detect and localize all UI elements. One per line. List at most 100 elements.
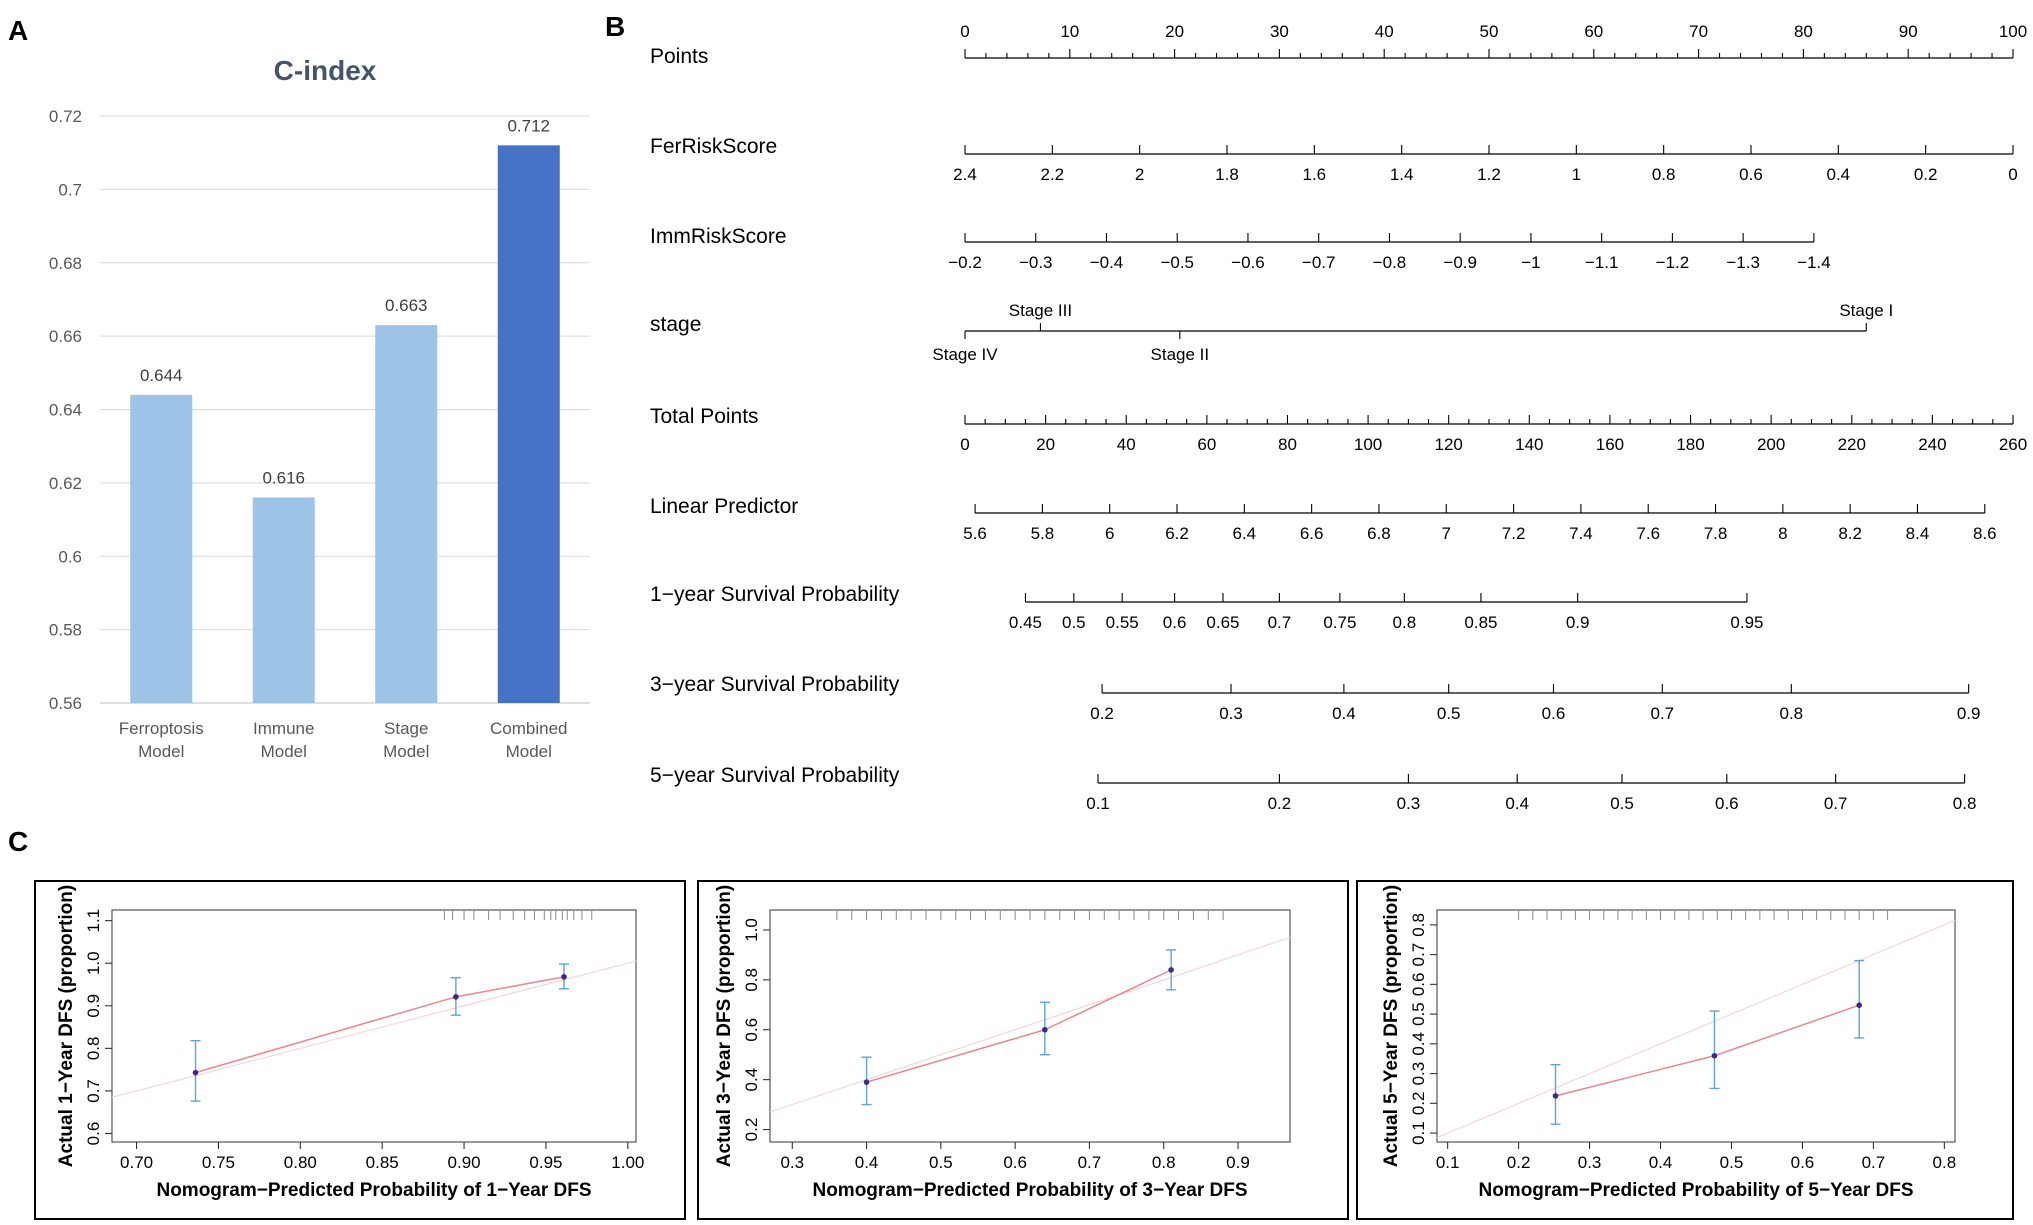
data-point xyxy=(863,1079,870,1085)
y-tick-label: 0.8 xyxy=(742,968,761,992)
y-tick-label: 0.2 xyxy=(1409,1092,1428,1116)
x-tick-label: 0.8 xyxy=(1152,1153,1176,1172)
x-axis-title: Nomogram−Predicted Probability of 1−Year… xyxy=(156,1180,591,1201)
calibration-frame-5-year xyxy=(1356,880,2014,1220)
scale-tick-label: 0.7 xyxy=(1651,704,1675,723)
scale-tick-label: 0.5 xyxy=(1610,794,1634,813)
x-tick-label: 0.75 xyxy=(202,1153,235,1172)
scale-tick-label: 7 xyxy=(1442,524,1451,543)
calibration-line xyxy=(195,976,565,1074)
x-tick-label: 0.7 xyxy=(1862,1153,1886,1172)
scale-tick-label: 8.2 xyxy=(1838,524,1862,543)
scale-tick-label: 0.65 xyxy=(1206,613,1239,632)
scale-tick-label: −0.8 xyxy=(1373,253,1407,272)
panel-label-a: A xyxy=(8,15,28,46)
panel-label-c: C xyxy=(8,826,28,857)
scale-tick-label: 40 xyxy=(1375,22,1394,41)
y-tick-label: 0.56 xyxy=(49,694,82,713)
scale-tick-label: 180 xyxy=(1676,435,1704,454)
scale-tick-label: 20 xyxy=(1036,435,1055,454)
y-axis-title: Actual 1−Year DFS (proportion) xyxy=(56,885,77,1167)
scale-tick-label: 6.2 xyxy=(1165,524,1189,543)
data-point xyxy=(1856,1002,1863,1008)
scale-tick-label: 240 xyxy=(1918,435,1946,454)
scale-tick-label: 0.7 xyxy=(1824,794,1848,813)
x-tick-label: 0.6 xyxy=(1791,1153,1815,1172)
scale-tick-label: 0.5 xyxy=(1062,613,1086,632)
data-point xyxy=(1042,1026,1048,1033)
x-tick-label: 0.9 xyxy=(1226,1153,1250,1172)
scale-tick-label: 0.4 xyxy=(1827,165,1851,184)
y-tick-label: 0.5 xyxy=(1409,1002,1428,1026)
bar xyxy=(252,497,315,703)
scale-tick-label: 0.4 xyxy=(1332,704,1356,723)
scale-tick-label: 100 xyxy=(1354,435,1382,454)
y-tick-label: 1.1 xyxy=(84,909,103,933)
scale-tick-label: 0.8 xyxy=(1779,704,1803,723)
scale-tick-label: −0.2 xyxy=(948,253,982,272)
plot-frame xyxy=(769,909,1291,1143)
scale-tick-label: 0.3 xyxy=(1219,704,1243,723)
x-tick-label: 0.3 xyxy=(780,1153,804,1172)
scale-tick-label: 80 xyxy=(1278,435,1297,454)
x-tick-label: 0.4 xyxy=(855,1153,879,1172)
scale-tick-label: 0 xyxy=(960,22,969,41)
data-point xyxy=(1711,1052,1718,1059)
x-tick-label: 1.00 xyxy=(611,1153,644,1172)
y-tick-label: 0.7 xyxy=(58,180,82,199)
y-tick-label: 0.4 xyxy=(1409,1032,1428,1056)
scale-name: ImmRiskScore xyxy=(650,225,787,248)
x-tick-label: 0.95 xyxy=(529,1153,562,1172)
scale-tick-label: 260 xyxy=(1999,435,2027,454)
scale-tick-label: 7.4 xyxy=(1569,524,1593,543)
y-tick-label: 0.62 xyxy=(49,474,82,493)
scale-tick-label: −0.4 xyxy=(1090,253,1124,272)
y-tick-label: 0.3 xyxy=(1409,1062,1428,1086)
scale-tick-label: −1.4 xyxy=(1797,253,1831,272)
scale-tick-label: 1.8 xyxy=(1215,165,1239,184)
panel-label-b: B xyxy=(605,11,625,42)
scale-tick-label: 7.2 xyxy=(1502,524,1526,543)
scale-name: 3−year Survival Probability xyxy=(650,673,900,696)
category-label: Model xyxy=(261,742,307,761)
scale-name: Points xyxy=(650,45,708,68)
x-axis-title: Nomogram−Predicted Probability of 3−Year… xyxy=(812,1180,1247,1201)
scale-tick-label: −1.3 xyxy=(1726,253,1760,272)
ideal-reference-line xyxy=(111,960,637,1098)
x-tick-label: 0.8 xyxy=(1933,1153,1957,1172)
x-tick-label: 0.70 xyxy=(120,1153,153,1172)
c-index-bar-chart: C-index 0.56 0.58 0.6 0.62 0.64 0.66 0.68 0.7 0.… xyxy=(49,55,590,761)
x-tick-label: 0.5 xyxy=(929,1153,953,1172)
scale-tick-label: 8.4 xyxy=(1906,524,1930,543)
scale-tick-label: −0.6 xyxy=(1231,253,1265,272)
scale-tick-label: −1.1 xyxy=(1585,253,1619,272)
ideal-reference-line xyxy=(1436,919,1956,1139)
scale-tick-label: 0.3 xyxy=(1397,794,1421,813)
scale-tick-label: 0.95 xyxy=(1730,613,1763,632)
y-tick-label: 0.8 xyxy=(84,1037,103,1061)
scale-tick-label: 6.8 xyxy=(1367,524,1391,543)
x-tick-label: 0.3 xyxy=(1578,1153,1602,1172)
scale-tick-label: 0.5 xyxy=(1437,704,1461,723)
scale-tick-label: 80 xyxy=(1794,22,1813,41)
scale-tick-label: 30 xyxy=(1270,22,1289,41)
scale-tick-label: −0.7 xyxy=(1302,253,1336,272)
bar-chart-title: C-index xyxy=(274,55,377,86)
ideal-reference-line xyxy=(769,936,1291,1113)
scale-tick-label: 10 xyxy=(1060,22,1079,41)
scale-tick-label: 0.7 xyxy=(1268,613,1292,632)
y-tick-label: 0.6 xyxy=(742,1018,761,1042)
scale-tick-label: Stage III xyxy=(1009,301,1072,320)
y-tick-label: 1.0 xyxy=(742,918,761,942)
x-tick-label: 0.80 xyxy=(284,1153,317,1172)
scale-tick-label: 1.2 xyxy=(1477,165,1501,184)
x-axis-title: Nomogram−Predicted Probability of 5−Year… xyxy=(1478,1180,1913,1201)
scale-tick-label: 160 xyxy=(1596,435,1624,454)
y-axis-title: Actual 5−Year DFS (proportion) xyxy=(1381,885,1402,1167)
scale-tick-label: 5.8 xyxy=(1031,524,1055,543)
y-tick-label: 0.6 xyxy=(58,547,82,566)
category-label: Model xyxy=(506,742,552,761)
y-tick-label: 0.68 xyxy=(49,254,82,273)
